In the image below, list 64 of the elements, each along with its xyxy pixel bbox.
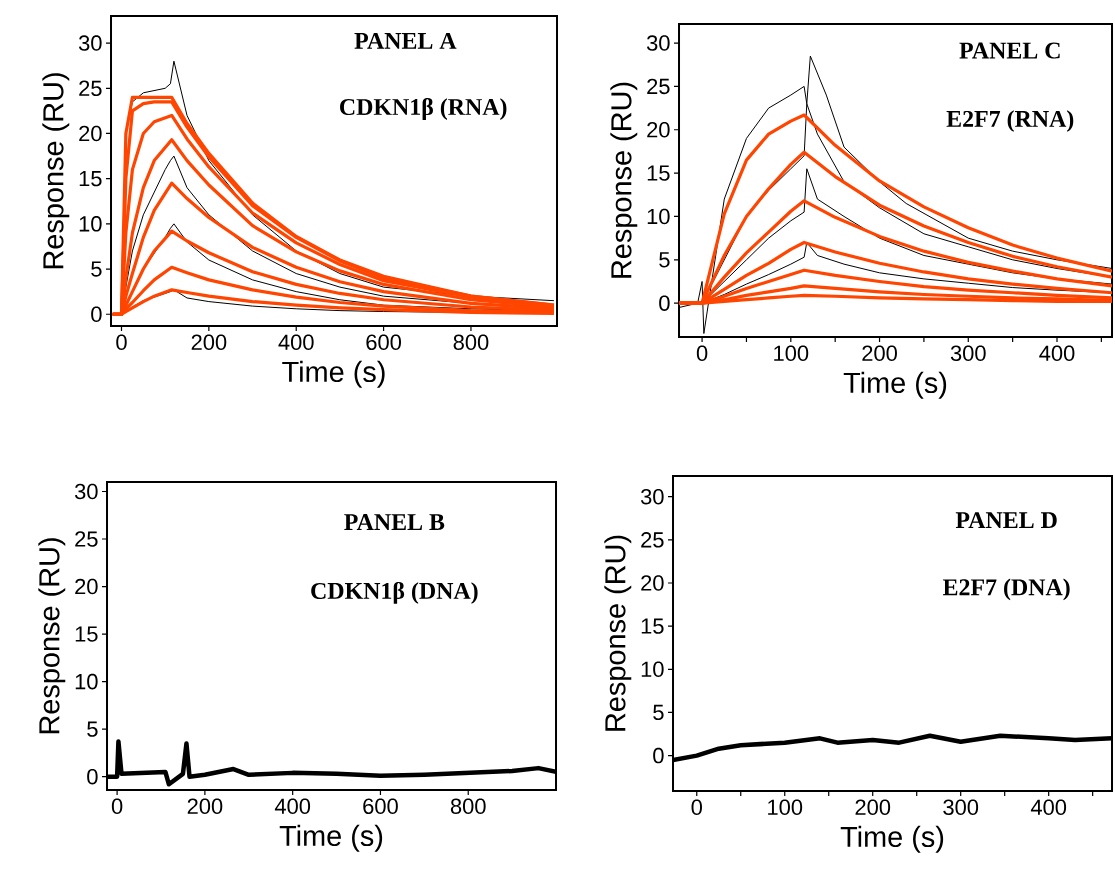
y-tick-label: 0	[659, 295, 670, 311]
x-tick-label: 0	[111, 798, 123, 815]
y-tick-label: 15	[647, 165, 670, 181]
y-tick-label: 10	[647, 208, 670, 225]
y-tick-label: 5	[87, 721, 98, 737]
text: PANEL D	[955, 512, 1057, 528]
y-tick-label: 15	[75, 626, 98, 642]
y-tick-label: 0	[87, 768, 98, 785]
x-tick-label: 400	[274, 798, 311, 815]
y-axis-title: Response (RU)	[38, 538, 66, 734]
y-tick-label: 20	[641, 575, 664, 591]
y-tick-label: 25	[641, 532, 664, 548]
x-tick-label: 600	[366, 334, 401, 351]
x-tick-label: 0	[696, 345, 708, 362]
y-tick-label: 5	[653, 704, 664, 721]
x-axis-title: Time (s)	[282, 360, 385, 388]
text: PANEL C	[959, 42, 1060, 59]
x-tick-label: 0	[116, 334, 127, 351]
y-tick-label: 30	[646, 35, 670, 51]
x-tick-label: 200	[187, 798, 223, 815]
x-axis-title: Time (s)	[840, 825, 944, 853]
x-tick-label: 0	[691, 799, 702, 816]
y-tick-label: 15	[641, 618, 664, 634]
y-tick-label: 25	[75, 531, 98, 547]
text: E2F7 (DNA)	[942, 578, 1070, 601]
y-axis-title: Response (RU)	[604, 535, 632, 731]
text: PANEL A	[354, 32, 457, 49]
y-tick-label: 20	[79, 125, 102, 142]
y-axis-title: Response (RU)	[610, 82, 638, 278]
text: CDKN1β (DNA)	[311, 581, 478, 604]
x-tick-label: 400	[1030, 799, 1067, 816]
y-tick-label: 5	[91, 261, 102, 277]
x-tick-label: 800	[450, 798, 486, 815]
x-tick-label: 100	[774, 345, 809, 362]
y-tick-label: 30	[640, 488, 664, 505]
x-axis-title: Time (s)	[843, 371, 947, 399]
x-tick-label: 600	[363, 798, 398, 815]
text: PANEL B	[344, 514, 445, 530]
y-tick-label: 10	[75, 673, 98, 690]
y-axis-title: Response (RU)	[42, 73, 70, 269]
x-tick-label: 200	[191, 334, 227, 351]
x-axis-title: Time (s)	[279, 824, 383, 852]
y-tick-label: 0	[653, 747, 664, 764]
y-tick-label: 30	[74, 483, 98, 500]
x-tick-label: 200	[862, 345, 897, 362]
y-tick-label: 5	[659, 252, 670, 268]
x-tick-label: 400	[278, 334, 314, 351]
y-tick-label: 25	[79, 80, 102, 97]
x-tick-label: 300	[950, 345, 986, 362]
x-tick-label: 800	[453, 334, 489, 351]
x-tick-label: 100	[768, 799, 803, 816]
x-tick-label: 400	[1039, 345, 1075, 362]
y-tick-label: 10	[79, 216, 102, 232]
y-tick-label: 0	[91, 306, 102, 322]
text: E2F7 (RNA)	[946, 110, 1074, 132]
x-tick-label: 300	[943, 799, 979, 816]
y-tick-label: 30	[78, 35, 102, 51]
y-tick-label: 10	[641, 661, 664, 678]
y-tick-label: 15	[79, 171, 102, 187]
y-tick-label: 20	[647, 121, 670, 138]
y-tick-label: 20	[75, 578, 98, 595]
text: CDKN1β (RNA)	[340, 98, 507, 120]
y-tick-label: 25	[647, 78, 670, 95]
x-tick-label: 200	[855, 799, 891, 816]
